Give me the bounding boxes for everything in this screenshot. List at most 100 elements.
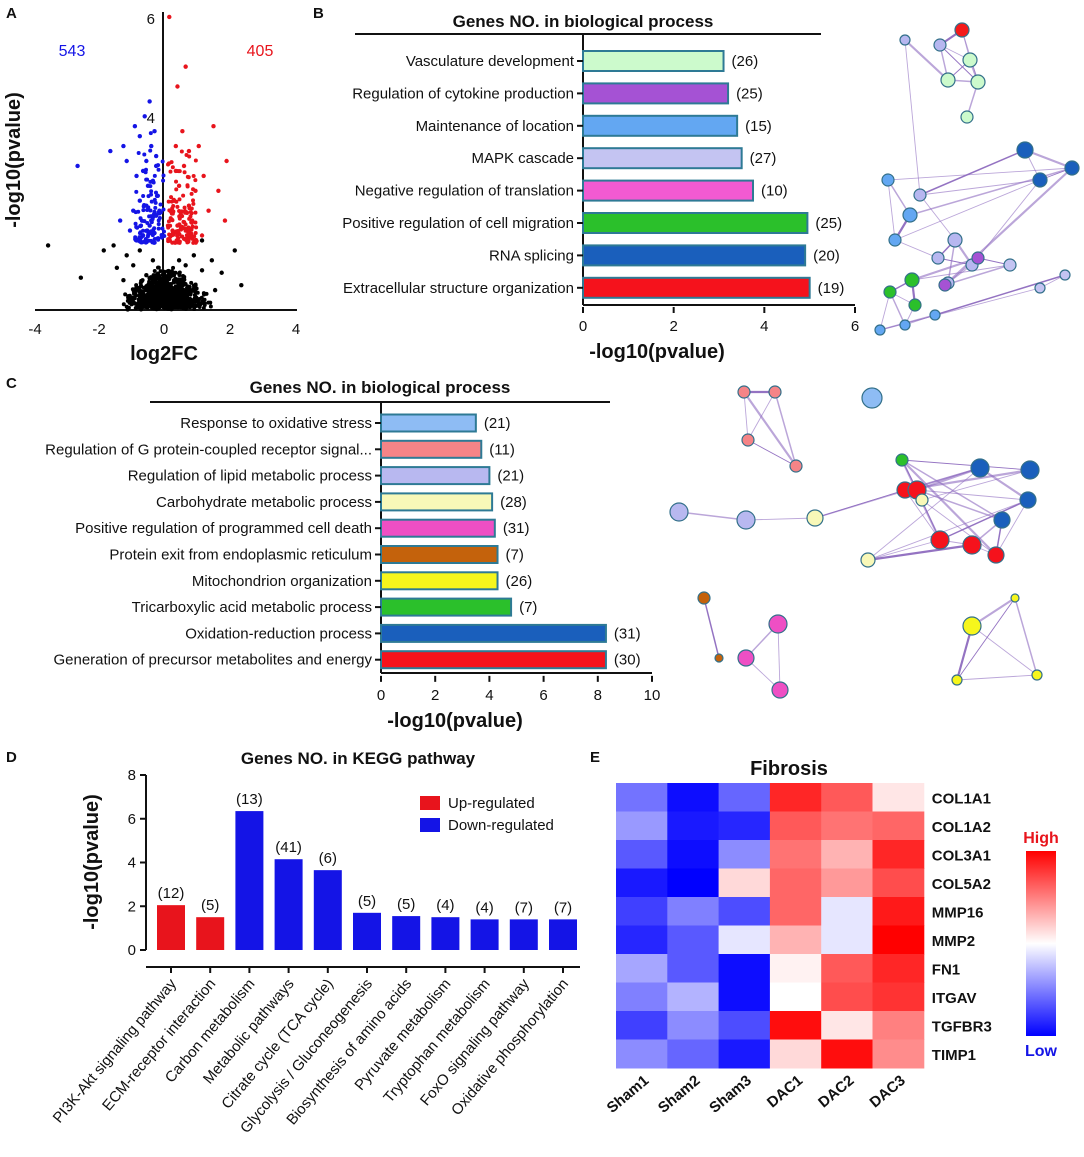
network-edge xyxy=(934,274,1066,316)
network-node xyxy=(1010,593,1020,603)
volcano-point-down xyxy=(153,190,158,195)
heatmap-cell xyxy=(616,783,668,812)
network-node xyxy=(960,110,974,124)
volcano-point-up xyxy=(175,204,180,209)
volcano-point-up xyxy=(185,240,190,245)
volcano-point-ns xyxy=(138,300,143,305)
panel-b-network xyxy=(874,22,1080,336)
volcano-point-ns xyxy=(167,307,172,312)
volcano-point-down xyxy=(136,151,141,156)
volcano-point-ns xyxy=(172,292,177,297)
volcano-point-down xyxy=(144,158,149,164)
volcano-core-cloud xyxy=(121,131,213,312)
network-node xyxy=(970,74,986,90)
volcano-point-down xyxy=(141,228,146,233)
bar-count-label: (31) xyxy=(503,520,530,537)
volcano-point-ns xyxy=(146,287,151,292)
volcano-point-down xyxy=(146,194,151,199)
bar-count-label: (27) xyxy=(750,150,777,167)
volcano-point-up xyxy=(177,239,182,244)
network-node xyxy=(806,509,824,527)
volcano-point-down xyxy=(149,214,154,219)
network-node xyxy=(954,22,970,38)
volcano-point-down xyxy=(162,234,167,239)
heatmap-cell xyxy=(821,925,873,955)
volcano-point-ns xyxy=(152,269,157,274)
heatmap-cell xyxy=(769,897,822,926)
panel-c-bar-chart: Genes NO. in biological process Response… xyxy=(45,378,660,732)
volcano-point-ns xyxy=(199,268,205,273)
heatmap-cell xyxy=(821,840,873,869)
volcano-point-ns xyxy=(144,273,149,278)
volcano-point-ns xyxy=(208,300,213,305)
volcano-point-ns xyxy=(162,269,167,274)
x-tick-label: 8 xyxy=(594,687,602,704)
volcano-point-up xyxy=(194,239,199,244)
heatmap-cell xyxy=(872,954,925,983)
volcano-point-down xyxy=(158,202,163,207)
network-node xyxy=(1034,282,1046,294)
volcano-point-down xyxy=(148,148,153,153)
network-node xyxy=(962,52,978,68)
heatmap-cell xyxy=(821,1039,873,1069)
network-node xyxy=(861,387,883,409)
volcano-point-up xyxy=(193,210,198,215)
volcano-point-up xyxy=(184,152,189,157)
panel-label-d: D xyxy=(6,749,17,766)
heatmap-row-label: TIMP1 xyxy=(932,1047,976,1064)
heatmap-cell xyxy=(872,811,925,841)
network-edge xyxy=(921,499,997,556)
heatmap-cell xyxy=(821,811,873,841)
kegg-count-label: (6) xyxy=(319,850,337,867)
volcano-point-up xyxy=(185,183,190,188)
down-count-label: 543 xyxy=(59,43,86,60)
volcano-point-down xyxy=(149,189,154,194)
x-tick-label: 0 xyxy=(579,318,587,335)
network-edge xyxy=(901,459,997,556)
category-label: Generation of precursor metabolites and … xyxy=(53,652,372,669)
bar xyxy=(380,413,477,433)
bar xyxy=(380,466,491,486)
kegg-count-label: (7) xyxy=(554,899,572,916)
volcano-xtick: 4 xyxy=(292,321,300,338)
network-node xyxy=(938,278,952,292)
volcano-point-down xyxy=(121,143,126,149)
heatmap-cell xyxy=(872,783,925,812)
volcano-point-ns xyxy=(140,278,145,283)
volcano-point-down xyxy=(137,198,142,203)
volcano-point-up xyxy=(211,124,216,129)
volcano-point-down xyxy=(160,159,165,164)
heatmap-cell xyxy=(718,897,771,926)
volcano-point-ns xyxy=(178,298,183,303)
kegg-count-label: (5) xyxy=(358,893,376,910)
volcano-point-ns xyxy=(136,297,141,302)
volcano-point-ns xyxy=(193,282,198,288)
network-node xyxy=(993,511,1011,529)
network-edge xyxy=(956,597,1016,681)
network-node xyxy=(737,385,751,399)
panel-e-heatmap: Fibrosis COL1A1 COL1A2 COL3A1 COL5A2 MMP16 MM… xyxy=(604,758,1059,1117)
bar-count-label: (30) xyxy=(614,652,641,669)
category-label: Mitochondrion organization xyxy=(192,573,372,590)
volcano-point-ns xyxy=(181,299,186,304)
category-label: Vasculature development xyxy=(406,53,575,70)
heatmap-cell xyxy=(718,982,771,1012)
heatmap-row-label: COL5A2 xyxy=(932,876,991,893)
volcano-point-up xyxy=(183,210,188,215)
x-tick-label: 10 xyxy=(644,687,661,704)
heatmap-cell xyxy=(616,1011,668,1040)
volcano-point-up xyxy=(179,149,184,154)
volcano-point-up xyxy=(177,169,182,174)
volcano-point-up xyxy=(182,170,187,175)
panel-label-e: E xyxy=(590,749,600,766)
volcano-point-down xyxy=(127,228,133,233)
volcano-point-ns xyxy=(114,265,120,270)
bar xyxy=(582,179,754,202)
volcano-point-ns xyxy=(45,243,51,248)
bar-count-label: (10) xyxy=(761,183,788,200)
volcano-point-up xyxy=(179,227,184,232)
volcano-point-up xyxy=(186,175,191,180)
bar-count-label: (26) xyxy=(506,573,533,590)
heatmap-cell xyxy=(667,954,720,983)
